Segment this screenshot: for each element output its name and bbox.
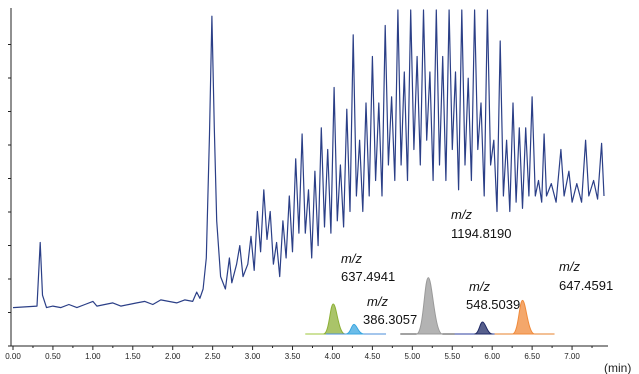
x-tick-label: 4.00 [325,352,341,361]
extracted-ion-chromatograms [305,277,555,335]
x-tick-label: 4.50 [365,352,381,361]
x-tick-label: 2.50 [205,352,221,361]
annotation-mz-label: m/z [559,259,580,274]
x-tick-label: 0.50 [45,352,61,361]
annotation-mz-label: m/z [367,294,388,309]
x-tick-label: 2.00 [165,352,181,361]
eic-peak [474,321,493,335]
eic-peak [416,277,443,335]
y-axis [8,8,12,347]
x-tick-label: 6.00 [484,352,500,361]
annotation-mz-value: 647.4591 [559,278,613,293]
x-unit-label: (min) [604,361,631,374]
eic-peak [512,299,535,335]
x-tick-label: 3.00 [245,352,261,361]
x-tick-label: 5.00 [405,352,421,361]
x-tick-label: 5.50 [444,352,460,361]
x-axis: 0.00 0.50 1.00 1.50 2.00 2.50 3.00 3.50 4.00 4.50… [5,345,631,374]
annotation-mz-value: 637.4941 [341,269,395,284]
series-line [12,9,605,309]
x-tick-label: 3.50 [285,352,301,361]
annotation-mz-value: 548.5039 [466,297,520,312]
x-tick-label: 1.50 [125,352,141,361]
x-tick-label: 1.00 [85,352,101,361]
annotation-mz-label: m/z [451,207,472,222]
eic-peak [345,323,364,335]
annotation-mz-label: m/z [341,251,362,266]
eic-peak [323,303,346,335]
annotation-mz-value: 386.3057 [363,312,417,327]
x-tick-label: 0.00 [5,352,21,361]
x-tick-label: 6.50 [524,352,540,361]
annotation-group: m/z 637.4941 m/z 386.3057 m/z 1194.8190 m/z 548… [341,207,613,327]
annotation-mz-value: 1194.8190 [451,226,512,241]
x-tick-label: 7.00 [564,352,580,361]
annotation-mz-label: m/z [469,279,490,294]
series-group [12,9,605,309]
